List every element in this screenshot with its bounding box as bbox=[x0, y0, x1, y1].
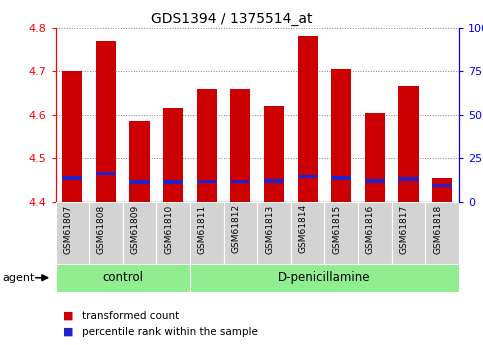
Bar bbox=[365, 112, 385, 202]
Bar bbox=[197, 180, 217, 183]
Text: GSM61807: GSM61807 bbox=[63, 204, 72, 254]
Bar bbox=[163, 180, 183, 184]
Bar bbox=[257, 202, 291, 264]
Bar bbox=[96, 41, 116, 202]
Bar bbox=[358, 202, 392, 264]
Bar bbox=[62, 176, 83, 180]
Bar bbox=[291, 202, 325, 264]
Bar bbox=[56, 202, 89, 264]
Text: GSM61818: GSM61818 bbox=[433, 204, 442, 254]
Text: GSM61813: GSM61813 bbox=[265, 204, 274, 254]
Bar bbox=[398, 177, 418, 181]
Text: ■: ■ bbox=[63, 311, 73, 321]
Text: agent: agent bbox=[2, 273, 35, 283]
Bar bbox=[398, 86, 418, 202]
Text: ■: ■ bbox=[63, 327, 73, 337]
Text: GSM61817: GSM61817 bbox=[399, 204, 409, 254]
Bar bbox=[224, 202, 257, 264]
Text: GSM61811: GSM61811 bbox=[198, 204, 207, 254]
Text: GSM61808: GSM61808 bbox=[97, 204, 106, 254]
Text: D-penicillamine: D-penicillamine bbox=[278, 271, 370, 284]
Bar bbox=[190, 264, 459, 292]
Bar bbox=[298, 36, 318, 202]
Bar bbox=[425, 202, 459, 264]
Bar bbox=[432, 178, 452, 202]
Text: GSM61810: GSM61810 bbox=[164, 204, 173, 254]
Bar bbox=[392, 202, 425, 264]
Text: GSM61814: GSM61814 bbox=[298, 204, 308, 254]
Bar bbox=[325, 202, 358, 264]
Bar bbox=[230, 180, 251, 183]
Bar bbox=[62, 71, 83, 202]
Bar bbox=[123, 202, 156, 264]
Bar bbox=[365, 179, 385, 183]
Bar bbox=[264, 179, 284, 183]
Text: GDS1394 / 1375514_at: GDS1394 / 1375514_at bbox=[151, 12, 313, 26]
Bar bbox=[230, 89, 251, 202]
Text: transformed count: transformed count bbox=[82, 311, 179, 321]
Text: percentile rank within the sample: percentile rank within the sample bbox=[82, 327, 258, 337]
Text: GSM61815: GSM61815 bbox=[332, 204, 341, 254]
Text: control: control bbox=[102, 271, 143, 284]
Bar bbox=[298, 175, 318, 178]
Bar bbox=[197, 89, 217, 202]
Bar bbox=[129, 121, 150, 202]
Bar bbox=[129, 180, 150, 184]
Text: GSM61809: GSM61809 bbox=[130, 204, 140, 254]
Bar bbox=[56, 264, 190, 292]
Bar bbox=[331, 69, 351, 202]
Bar bbox=[432, 184, 452, 187]
Bar bbox=[331, 176, 351, 180]
Bar bbox=[96, 172, 116, 175]
Text: GSM61816: GSM61816 bbox=[366, 204, 375, 254]
Bar bbox=[163, 108, 183, 202]
Text: GSM61812: GSM61812 bbox=[231, 204, 241, 254]
Bar bbox=[89, 202, 123, 264]
Bar bbox=[190, 202, 224, 264]
Bar bbox=[264, 106, 284, 202]
Bar bbox=[156, 202, 190, 264]
